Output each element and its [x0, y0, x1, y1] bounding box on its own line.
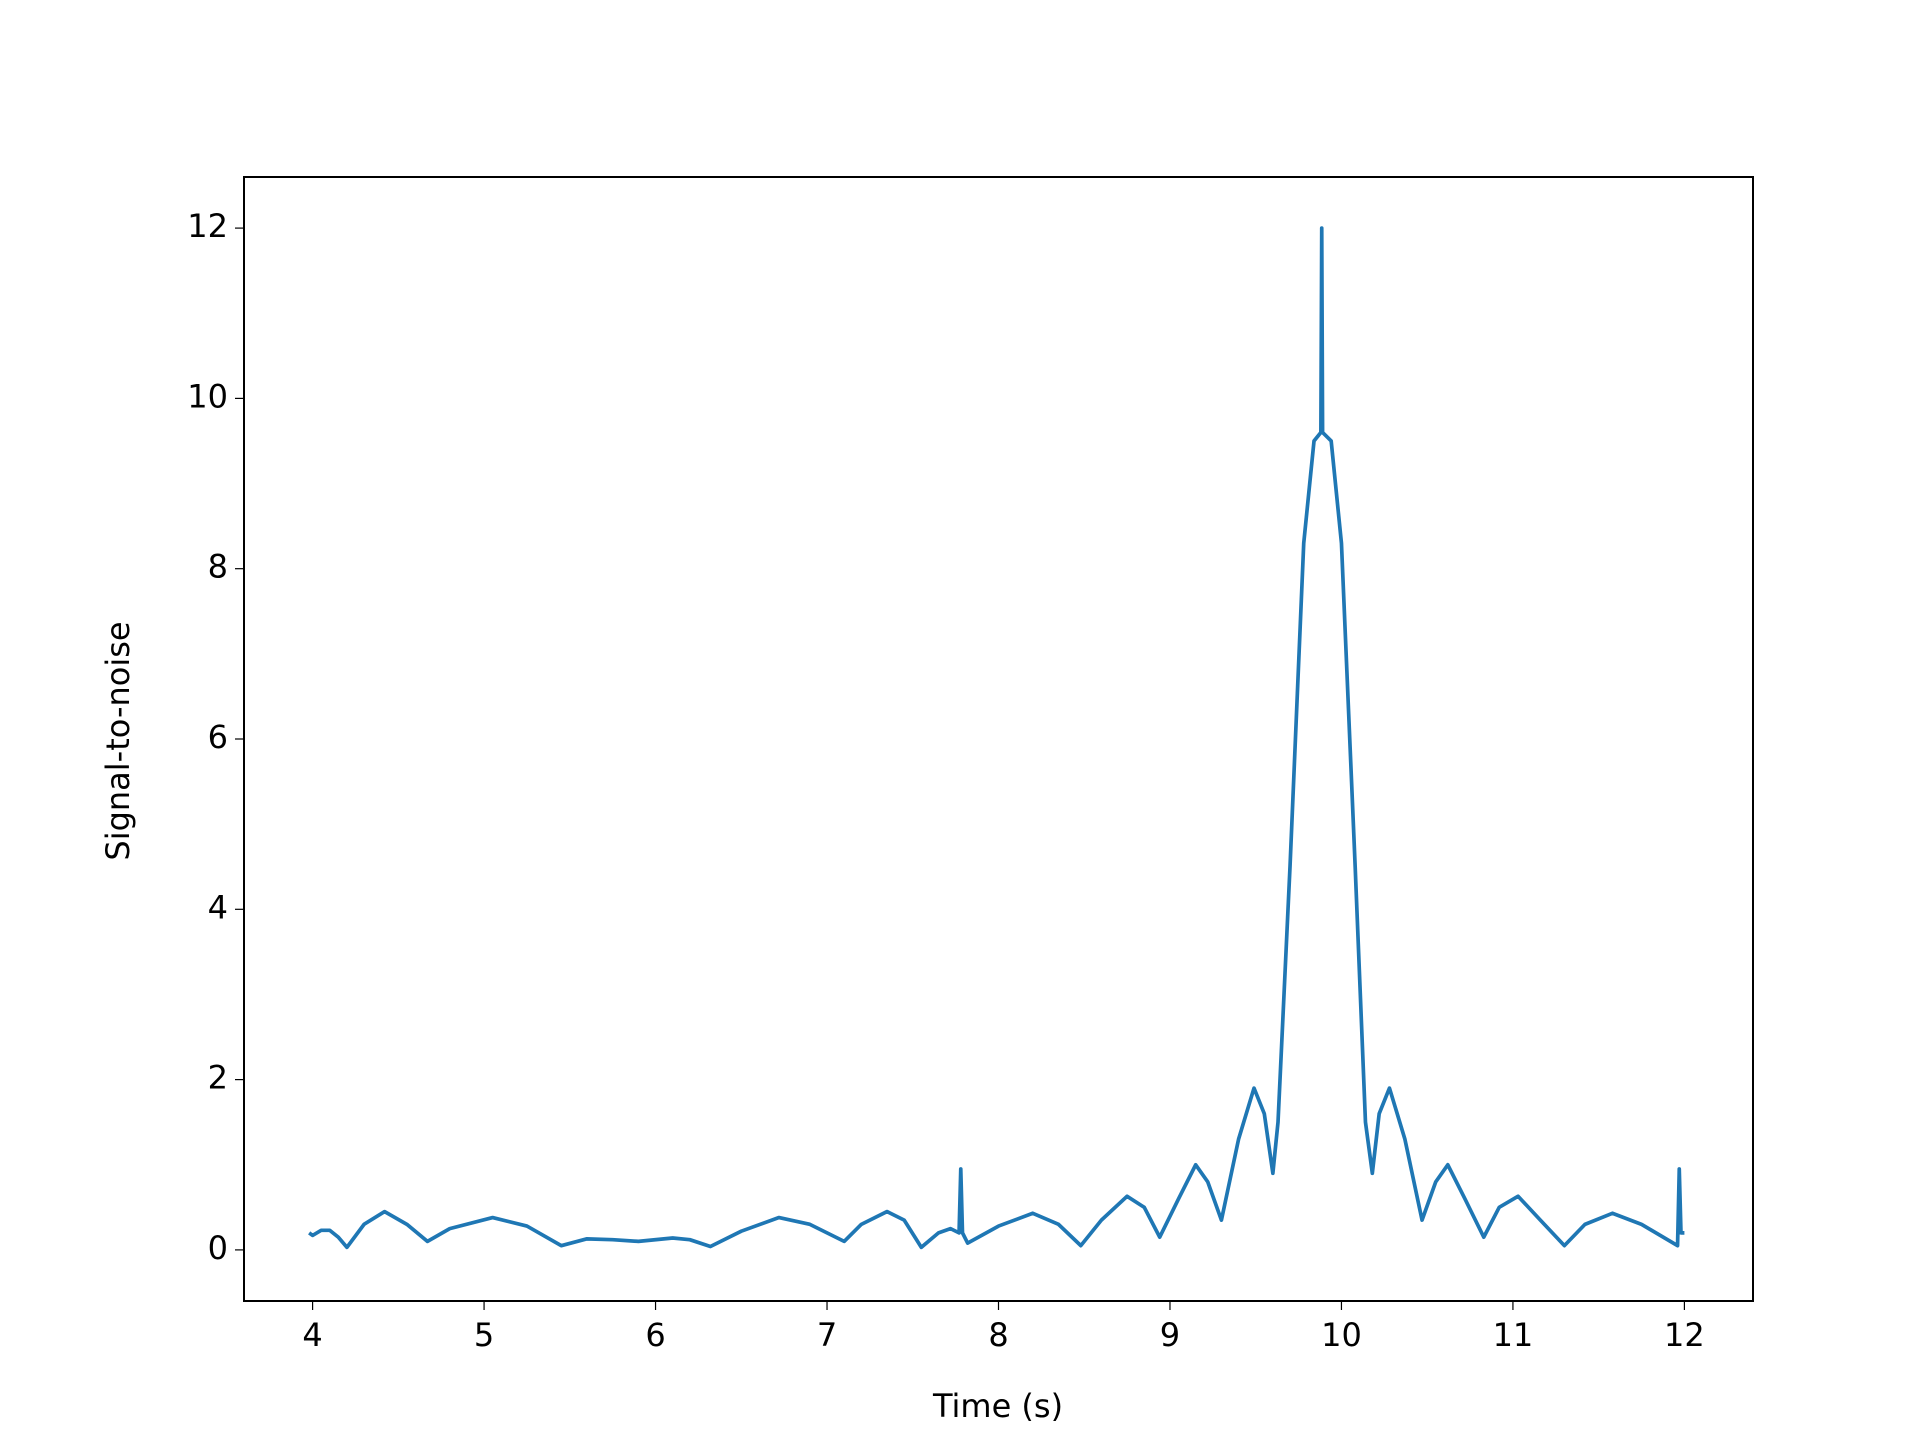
x-tick-label: 4 — [302, 1316, 322, 1354]
y-tick-label: 4 — [208, 888, 228, 926]
y-tick-label: 12 — [187, 207, 228, 245]
x-tick-label: 6 — [645, 1316, 665, 1354]
x-tick-label: 5 — [474, 1316, 494, 1354]
x-tick-label: 12 — [1664, 1316, 1705, 1354]
y-tick-label: 6 — [208, 718, 228, 756]
x-axis-label: Time (s) — [932, 1387, 1063, 1425]
x-tick-label: 8 — [988, 1316, 1008, 1354]
y-tick-label: 2 — [208, 1059, 228, 1097]
x-tick-label: 9 — [1160, 1316, 1180, 1354]
x-tick-label: 10 — [1321, 1316, 1362, 1354]
line-series — [308, 226, 1685, 1250]
y-tick-label: 0 — [208, 1229, 228, 1267]
plot-frame — [243, 176, 1754, 1302]
x-tick-label: 11 — [1493, 1316, 1534, 1354]
y-tick-label: 8 — [208, 548, 228, 586]
y-tick-label: 10 — [187, 377, 228, 415]
x-tick-label: 7 — [817, 1316, 837, 1354]
y-axis-label: Signal-to-noise — [99, 621, 137, 860]
